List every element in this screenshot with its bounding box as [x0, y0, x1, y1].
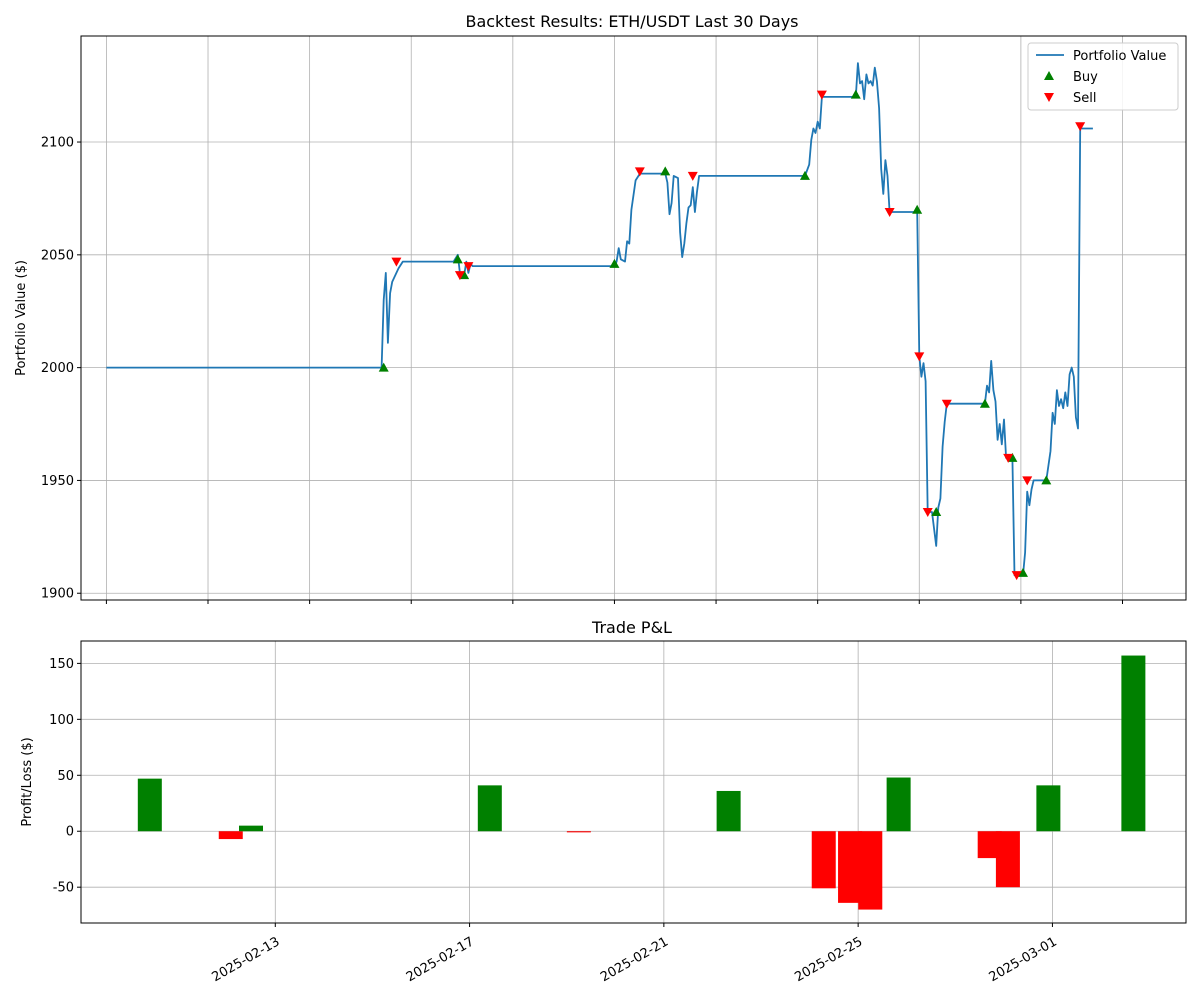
buy-marker [1041, 475, 1052, 485]
pnl-x-tick-label: 2025-02-17 [404, 934, 477, 985]
loss-bar [838, 831, 863, 903]
profit-bar [1036, 785, 1061, 832]
buy-marker [378, 362, 389, 372]
pnl-y-tick-label: 0 [66, 825, 74, 840]
sell-marker [1003, 453, 1014, 463]
pnl-y-tick-label: 50 [57, 769, 74, 784]
pnl-y-tick-label: -50 [53, 881, 74, 896]
buy-marker [979, 398, 990, 408]
profit-bar [477, 785, 502, 832]
sell-marker [941, 399, 952, 409]
loss-bar [811, 831, 836, 889]
profit-bar [886, 777, 911, 832]
profit-bar [239, 825, 263, 832]
sell-marker [914, 352, 925, 362]
portfolio-y-axis: 1900 1950 2000 2050 2100 [41, 136, 81, 602]
legend-buy-marker [1044, 71, 1054, 80]
pnl-x-tick-label: 2025-02-21 [598, 934, 671, 985]
portfolio-x-axis [105, 600, 1123, 604]
sell-marker [1011, 571, 1022, 581]
loss-bar [566, 831, 591, 833]
sell-marker [884, 207, 895, 217]
trade-pnl-x-axis: 2025-02-13 2025-02-17 2025-02-21 2025-02-25… [210, 923, 1060, 985]
loss-bar [995, 831, 1020, 888]
pnl-x-tick-label: 2025-02-25 [792, 934, 865, 985]
trade-pnl-bars [137, 655, 1146, 910]
sell-marker [1075, 122, 1086, 132]
loss-bar [858, 831, 883, 910]
legend-sell: Sell [1073, 91, 1096, 106]
trade-pnl-plot-frame [80, 640, 1187, 924]
legend-buy: Buy [1073, 70, 1098, 85]
portfolio-chart-title: Backtest Results: ETH/USDT Last 30 Days [465, 12, 798, 31]
portfolio-y-axis-label: Portfolio Value ($) [14, 260, 29, 376]
sell-marker [391, 257, 402, 267]
buy-marker [912, 204, 923, 214]
sell-marker [687, 171, 698, 181]
profit-bar [137, 778, 162, 832]
loss-bar [218, 831, 243, 840]
buy-marker [1018, 567, 1029, 577]
trade-pnl-y-axis: -50 0 50 100 150 [49, 657, 81, 896]
sell-marker [634, 167, 645, 177]
legend-portfolio-value: Portfolio Value [1073, 49, 1166, 64]
sell-marker [816, 90, 827, 100]
trade-pnl-chart-title: Trade P&L [591, 618, 672, 637]
portfolio-data [106, 62, 1093, 581]
buy-marker [931, 507, 942, 517]
legend: Portfolio Value Buy Sell [1027, 42, 1179, 111]
sell-marker [454, 271, 465, 281]
buy-marker [799, 170, 810, 180]
buy-marker [660, 166, 671, 176]
buy-marker [452, 254, 463, 264]
portfolio-y-tick-label: 2100 [41, 136, 74, 151]
pnl-x-tick-label: 2025-03-01 [987, 934, 1060, 985]
legend-sell-marker [1044, 93, 1054, 102]
profit-bar [716, 790, 741, 832]
portfolio-value-panel: Backtest Results: ETH/USDT Last 30 Days … [14, 12, 1187, 604]
pnl-x-tick-label: 2025-02-13 [210, 934, 283, 985]
portfolio-y-tick-label: 1900 [41, 587, 74, 602]
sell-marker [463, 262, 474, 272]
portfolio-value-line [106, 62, 1093, 577]
portfolio-grid [81, 36, 1186, 600]
portfolio-y-tick-label: 1950 [41, 474, 74, 489]
portfolio-y-tick-label: 2000 [41, 361, 74, 376]
sell-marker [1022, 476, 1033, 486]
portfolio-plot-frame [80, 35, 1187, 601]
buy-marker [609, 258, 620, 268]
buy-marker [850, 89, 861, 99]
legend-box [1027, 42, 1179, 111]
pnl-y-tick-label: 100 [49, 713, 74, 728]
pnl-y-tick-label: 150 [49, 657, 74, 672]
profit-bar [1121, 655, 1146, 832]
trade-pnl-grid [81, 641, 1186, 923]
portfolio-y-tick-label: 2050 [41, 248, 74, 263]
sell-marker [922, 508, 933, 518]
trade-pnl-y-axis-label: Profit/Loss ($) [20, 737, 35, 826]
